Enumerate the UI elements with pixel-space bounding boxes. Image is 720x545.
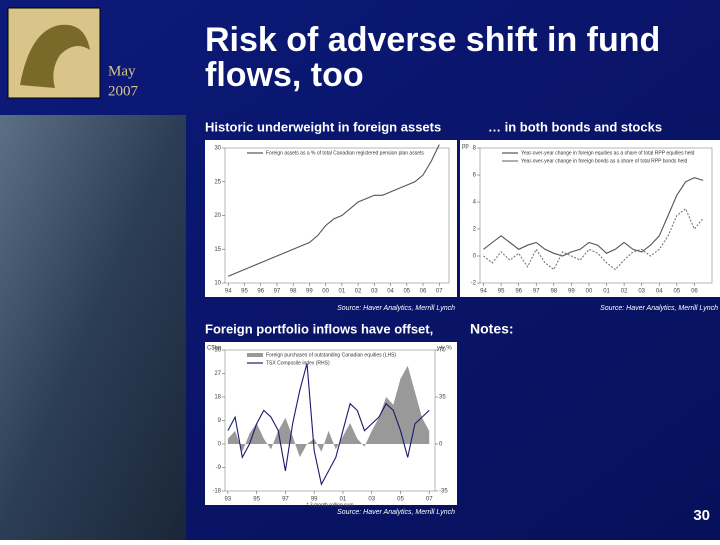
line <box>483 207 704 271</box>
note: * 3 month rolling sum <box>307 502 354 508</box>
x-tick-label: 01 <box>603 289 610 295</box>
y-tick-label: -2 <box>471 281 477 287</box>
y2-tick-label: 0 <box>439 442 443 448</box>
x-tick-label: 94 <box>225 289 232 295</box>
title-line: Risk of adverse shift in fund <box>205 21 660 59</box>
x-tick-label: 95 <box>253 497 260 503</box>
x-tick-label: 99 <box>306 289 313 295</box>
x-tick-label: 06 <box>691 289 698 295</box>
logo-year: 2007 <box>108 83 139 99</box>
y-tick-label: 6 <box>473 173 477 179</box>
y-tick-label: 4 <box>473 200 477 206</box>
x-tick-label: 98 <box>550 289 557 295</box>
x-tick-label: 95 <box>498 289 505 295</box>
y-tick-label: -18 <box>212 489 221 495</box>
legend-label: Year-over-year change in foreign equitie… <box>521 150 695 156</box>
x-tick-label: 06 <box>420 289 427 295</box>
y2-tick-label: 70 <box>439 348 446 354</box>
legend-label: Foreign assets as a % of total Canadian … <box>266 150 424 156</box>
x-tick-label: 00 <box>322 289 329 295</box>
line <box>227 144 440 277</box>
y-tick-label: 10 <box>214 281 221 287</box>
y-tick-label: 15 <box>214 247 221 253</box>
line <box>227 363 430 486</box>
x-tick-label: 96 <box>257 289 264 295</box>
x-tick-label: 05 <box>397 497 404 503</box>
source: Source: Haver Analytics, Merrill Lynch <box>337 509 455 516</box>
x-tick-label: 05 <box>403 289 410 295</box>
y-tick-label: 8 <box>473 146 477 152</box>
legend-label: TSX Composite index (RHS) <box>266 360 330 366</box>
x-tick-label: 03 <box>368 497 375 503</box>
x-tick-label: 99 <box>311 497 318 503</box>
title-line: flows, too <box>205 56 364 94</box>
y-axis-label: C$bn <box>207 346 221 352</box>
x-tick-label: 99 <box>568 289 575 295</box>
y-tick-label: 36 <box>214 348 221 354</box>
x-tick-label: 04 <box>656 289 663 295</box>
x-tick-label: 01 <box>340 497 347 503</box>
x-tick-label: 07 <box>426 497 433 503</box>
y-tick-label: 20 <box>214 213 221 219</box>
chart-heading: Foreign portfolio inflows have offset, <box>205 321 433 336</box>
x-tick-label: 01 <box>339 289 346 295</box>
x-tick-label: 97 <box>274 289 281 295</box>
legend-label: Year-over-year change in foreign bonds a… <box>521 158 687 164</box>
x-tick-label: 00 <box>586 289 593 295</box>
y2-tick-label: 35 <box>439 395 446 401</box>
x-tick-label: 03 <box>371 289 378 295</box>
x-tick-label: 97 <box>282 497 289 503</box>
line <box>483 177 704 257</box>
y-tick-label: 27 <box>214 371 221 377</box>
y2-tick-label: -35 <box>439 489 448 495</box>
logo-bull <box>20 24 90 88</box>
y-axis-label: pp <box>462 144 469 150</box>
y-tick-label: 18 <box>214 395 221 401</box>
money-image <box>0 115 186 540</box>
x-tick-label: 04 <box>387 289 394 295</box>
x-tick-label: 96 <box>515 289 522 295</box>
y-tick-label: 0 <box>218 442 222 448</box>
chart-panel <box>460 140 720 297</box>
y-tick-label: -9 <box>216 465 222 471</box>
source: Source: Haver Analytics, Merrill Lynch <box>600 305 718 312</box>
x-tick-label: 97 <box>533 289 540 295</box>
logo-month: May <box>108 63 136 79</box>
x-tick-label: 95 <box>241 289 248 295</box>
legend-label: Foreign purchases of outstanding Canadia… <box>266 352 396 358</box>
y-tick-label: 9 <box>218 418 222 424</box>
y2-axis-label: y/y % <box>437 346 452 352</box>
x-tick-label: 05 <box>674 289 681 295</box>
chart-heading: … in both bonds and stocks <box>488 119 662 134</box>
x-tick-label: 07 <box>436 289 443 295</box>
chart-panel <box>205 140 457 297</box>
area <box>227 365 430 458</box>
chart-heading: Historic underweight in foreign assets <box>205 119 441 134</box>
x-tick-label: 02 <box>621 289 628 295</box>
page-number: 30 <box>693 507 710 524</box>
y-tick-label: 0 <box>473 254 477 260</box>
x-tick-label: 93 <box>225 497 232 503</box>
x-tick-label: 03 <box>638 289 645 295</box>
x-tick-label: 02 <box>355 289 362 295</box>
source: Source: Haver Analytics, Merrill Lynch <box>337 305 455 312</box>
y-tick-label: 2 <box>473 227 477 233</box>
plot-frame <box>479 147 713 284</box>
notes: Notes: <box>470 321 514 337</box>
x-tick-label: 98 <box>290 289 297 295</box>
y-tick-label: 25 <box>214 179 221 185</box>
y-tick-label: 30 <box>214 146 221 152</box>
x-tick-label: 94 <box>480 289 487 295</box>
